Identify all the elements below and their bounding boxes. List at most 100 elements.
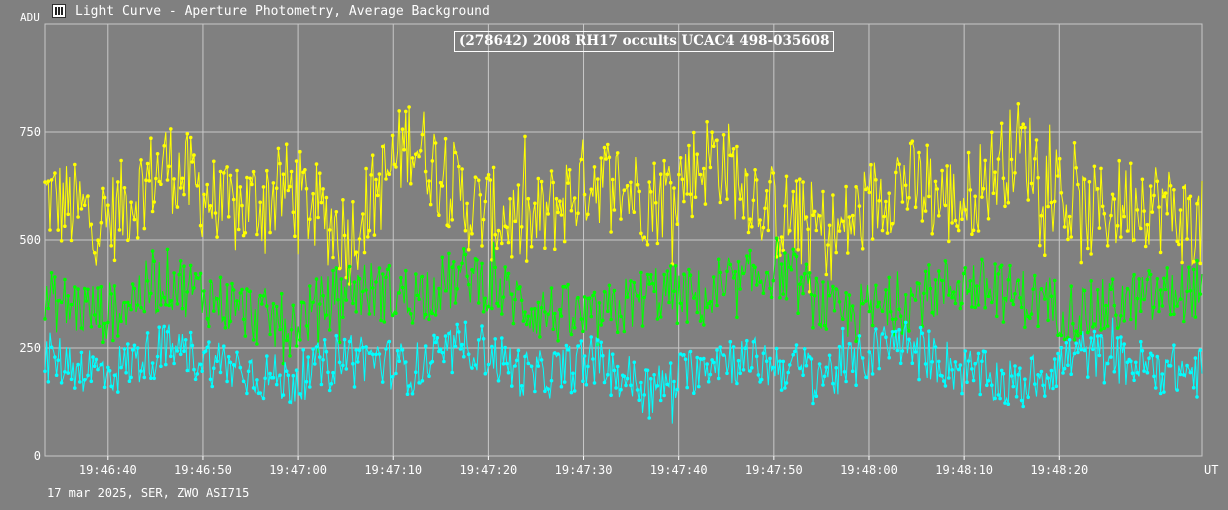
data-point: [913, 350, 918, 354]
data-point: [218, 169, 223, 174]
data-point: [506, 370, 511, 375]
data-point: [1110, 192, 1115, 197]
data-point: [1039, 287, 1044, 291]
data-point: [130, 348, 135, 352]
data-point: [432, 333, 436, 338]
data-point: [837, 344, 842, 349]
data-point: [993, 396, 997, 401]
data-point: [352, 280, 357, 284]
data-point: [1076, 350, 1080, 355]
data-point: [367, 312, 372, 316]
data-point: [457, 164, 461, 169]
data-point: [314, 162, 319, 166]
window-title-bar: Light Curve - Aperture Photometry, Avera…: [0, 0, 1228, 24]
data-point: [569, 208, 574, 213]
data-point: [672, 379, 676, 384]
data-point: [940, 168, 944, 173]
data-point: [294, 368, 299, 373]
data-point: [157, 179, 161, 184]
data-point: [589, 314, 593, 319]
data-point: [943, 259, 948, 263]
data-point: [334, 266, 339, 270]
data-point: [423, 344, 428, 348]
data-point: [640, 324, 645, 328]
data-point: [410, 156, 415, 160]
data-point: [496, 228, 501, 233]
data-point: [546, 312, 550, 317]
data-point: [937, 214, 941, 218]
data-point: [1021, 122, 1025, 126]
data-point: [947, 239, 951, 244]
data-point: [225, 283, 229, 287]
data-point: [753, 265, 757, 270]
data-point: [276, 146, 281, 151]
data-point: [1074, 166, 1078, 170]
data-point: [73, 386, 77, 390]
data-point: [101, 186, 105, 191]
data-point: [1142, 297, 1146, 302]
data-point: [354, 250, 359, 254]
data-point: [351, 200, 355, 204]
data-point: [569, 390, 574, 395]
data-point: [1125, 286, 1130, 291]
data-point: [999, 368, 1004, 373]
data-point: [1099, 334, 1103, 338]
data-point: [655, 384, 660, 388]
data-point: [854, 339, 858, 344]
data-point: [817, 322, 822, 327]
data-point: [69, 238, 74, 243]
series-1: [43, 102, 1203, 294]
data-point: [1182, 319, 1186, 324]
data-point: [710, 130, 714, 134]
data-point: [1152, 193, 1156, 198]
data-point: [1092, 164, 1097, 169]
data-point: [476, 301, 481, 305]
data-point: [758, 280, 762, 284]
data-point: [460, 342, 464, 347]
data-point: [377, 172, 382, 176]
data-point: [274, 382, 279, 387]
data-point: [281, 361, 286, 366]
x-tick-label: 19:48:10: [935, 463, 993, 477]
data-point: [947, 376, 951, 380]
data-point: [172, 177, 176, 181]
data-point: [1142, 209, 1146, 213]
data-point: [895, 348, 900, 353]
data-point: [533, 306, 537, 311]
data-point: [463, 228, 468, 233]
data-point: [457, 265, 461, 270]
light-curve-app-icon[interactable]: [52, 4, 66, 18]
data-point: [66, 371, 70, 375]
data-point: [728, 339, 733, 344]
data-point: [857, 204, 862, 208]
data-point: [1132, 238, 1136, 242]
data-point: [864, 299, 868, 303]
data-point: [342, 337, 347, 342]
data-point: [404, 109, 408, 114]
data-point: [222, 171, 226, 175]
data-point: [1051, 386, 1055, 391]
data-point: [178, 186, 183, 190]
data-point: [682, 199, 686, 204]
data-point: [407, 384, 411, 388]
data-point: [632, 280, 637, 285]
data-point: [410, 392, 415, 396]
data-point: [154, 176, 158, 181]
data-point: [1175, 388, 1179, 392]
data-point: [549, 169, 554, 173]
data-point: [586, 212, 590, 217]
data-point: [708, 165, 713, 170]
data-point: [404, 360, 408, 364]
data-point: [639, 270, 643, 275]
data-point: [481, 337, 486, 341]
data-point: [986, 217, 991, 221]
data-point: [1039, 369, 1044, 374]
data-point: [847, 293, 852, 297]
data-point: [495, 246, 499, 251]
data-point: [708, 299, 713, 304]
data-point: [551, 180, 555, 185]
y-tick-label: 0: [34, 449, 41, 463]
data-point: [414, 152, 418, 156]
data-point: [824, 272, 829, 277]
